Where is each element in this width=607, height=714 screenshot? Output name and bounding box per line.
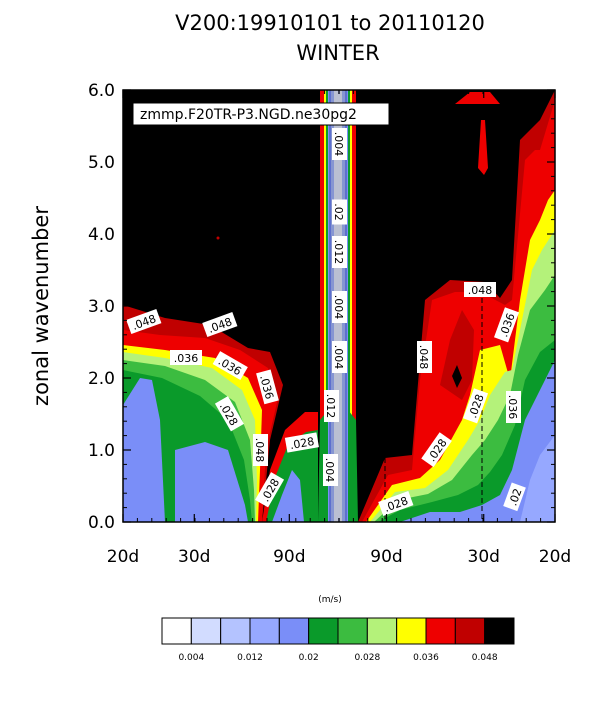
spectrum-plot-area bbox=[123, 90, 555, 522]
y-axis: 0.0 1.0 2.0 3.0 4.0 5.0 6.0 bbox=[88, 81, 555, 533]
contour-label: .048 bbox=[253, 434, 268, 466]
x-tick-label: 20d bbox=[107, 547, 139, 567]
svg-text:.036: .036 bbox=[174, 352, 199, 365]
band-right-blue bbox=[400, 360, 555, 522]
svg-text:.048: .048 bbox=[253, 438, 266, 463]
chart-title-line2: WINTER bbox=[296, 41, 379, 65]
y-tick-label: 3.0 bbox=[88, 297, 115, 317]
colorbar-swatch bbox=[161, 617, 192, 645]
contour-label: .012 bbox=[324, 390, 339, 422]
colorbar-swatch bbox=[308, 617, 339, 645]
y-tick-label: 6.0 bbox=[88, 81, 115, 101]
colorbar-tick-label: 0.012 bbox=[237, 653, 263, 663]
colorbar-swatch bbox=[425, 617, 456, 645]
x-tick-label: 90d bbox=[273, 547, 305, 567]
colorbar-swatch bbox=[249, 617, 280, 645]
y-tick-label: 0.0 bbox=[88, 513, 115, 533]
contour-label: .004 bbox=[332, 291, 347, 323]
colorbar-tick-label: 0.048 bbox=[472, 653, 498, 663]
svg-text:.004: .004 bbox=[332, 132, 345, 157]
band-hump-blue bbox=[272, 470, 304, 522]
svg-text:.036: .036 bbox=[257, 374, 276, 401]
chart-title-line1: V200:19910101 to 20110120 bbox=[175, 11, 485, 35]
colorbar-swatch bbox=[484, 617, 515, 645]
y-axis-label: zonal wavenumber bbox=[29, 206, 53, 406]
svg-text:.036: .036 bbox=[506, 395, 519, 420]
contour-label: .036 bbox=[256, 369, 279, 405]
blob-top-right bbox=[455, 92, 500, 104]
contour-label: .012 bbox=[332, 236, 347, 268]
y-tick-label: 2.0 bbox=[88, 369, 115, 389]
y-tick-label: 4.0 bbox=[88, 225, 115, 245]
spot-dark bbox=[216, 236, 220, 240]
contour-labels: .048.048.036.036.036.028.048.028.028.004… bbox=[126, 128, 526, 517]
x-tick-label: 90d bbox=[370, 547, 402, 567]
svg-text:.012: .012 bbox=[332, 240, 345, 265]
svg-text:.004: .004 bbox=[332, 295, 345, 320]
colorbar-swatch bbox=[190, 617, 222, 645]
svg-text:.048: .048 bbox=[417, 345, 430, 370]
svg-text:.028: .028 bbox=[289, 435, 315, 452]
svg-text:.004: .004 bbox=[332, 345, 345, 370]
svg-text:.012: .012 bbox=[324, 394, 337, 419]
colorbar-swatch bbox=[278, 617, 310, 645]
y-tick-label: 5.0 bbox=[88, 153, 115, 173]
inset-label: zmmp.F20TR-P3.NGD.ne30pg2 bbox=[140, 107, 357, 123]
colorbar-tick-label: 0.028 bbox=[354, 653, 380, 663]
svg-text:.048: .048 bbox=[468, 284, 493, 297]
colorbar-swatch bbox=[366, 617, 398, 645]
colorbar-units: (m/s) bbox=[318, 595, 342, 605]
blob-upper-right bbox=[478, 120, 488, 175]
y-tick-label: 1.0 bbox=[88, 441, 115, 461]
contour-label: .004 bbox=[323, 454, 338, 486]
band-left-blue bbox=[123, 378, 165, 522]
contour-label: .02 bbox=[332, 199, 347, 225]
contour-label: .004 bbox=[332, 128, 347, 160]
contour-label: .004 bbox=[332, 341, 347, 373]
contour-label: .036 bbox=[506, 391, 521, 423]
svg-text:.02: .02 bbox=[506, 487, 524, 508]
band-right-lightblue bbox=[520, 435, 555, 522]
x-tick-label: 30d bbox=[468, 547, 500, 567]
band-center-base-green bbox=[318, 410, 358, 522]
band-left-blue2 bbox=[175, 442, 248, 522]
colorbar-swatch bbox=[337, 617, 368, 645]
x-tick-label: 30d bbox=[178, 547, 210, 567]
x-axis: 20d 30d 90d 90d 30d 20d bbox=[107, 90, 571, 567]
colorbar-swatch bbox=[396, 617, 427, 645]
svg-text:.004: .004 bbox=[323, 458, 336, 483]
svg-text:.02: .02 bbox=[332, 203, 345, 221]
colorbar-swatch bbox=[454, 617, 486, 645]
colorbar: 0.004 0.012 0.02 0.028 0.036 0.048 bbox=[161, 617, 515, 663]
contour-label: .048 bbox=[464, 282, 496, 297]
colorbar-tick-label: 0.02 bbox=[299, 653, 319, 663]
contour-label: .02 bbox=[503, 482, 526, 512]
inset-label-box bbox=[132, 102, 390, 126]
patch-right-inner bbox=[440, 310, 474, 400]
x-tick-label: 20d bbox=[539, 547, 571, 567]
colorbar-tick-label: 0.004 bbox=[178, 653, 204, 663]
contour-label: .048 bbox=[417, 341, 432, 373]
contour-label: .036 bbox=[170, 350, 202, 365]
patch-right-core bbox=[452, 365, 462, 388]
colorbar-tick-label: 0.036 bbox=[413, 653, 439, 663]
colorbar-swatch bbox=[220, 617, 251, 645]
contour-label: .028 bbox=[284, 432, 319, 453]
